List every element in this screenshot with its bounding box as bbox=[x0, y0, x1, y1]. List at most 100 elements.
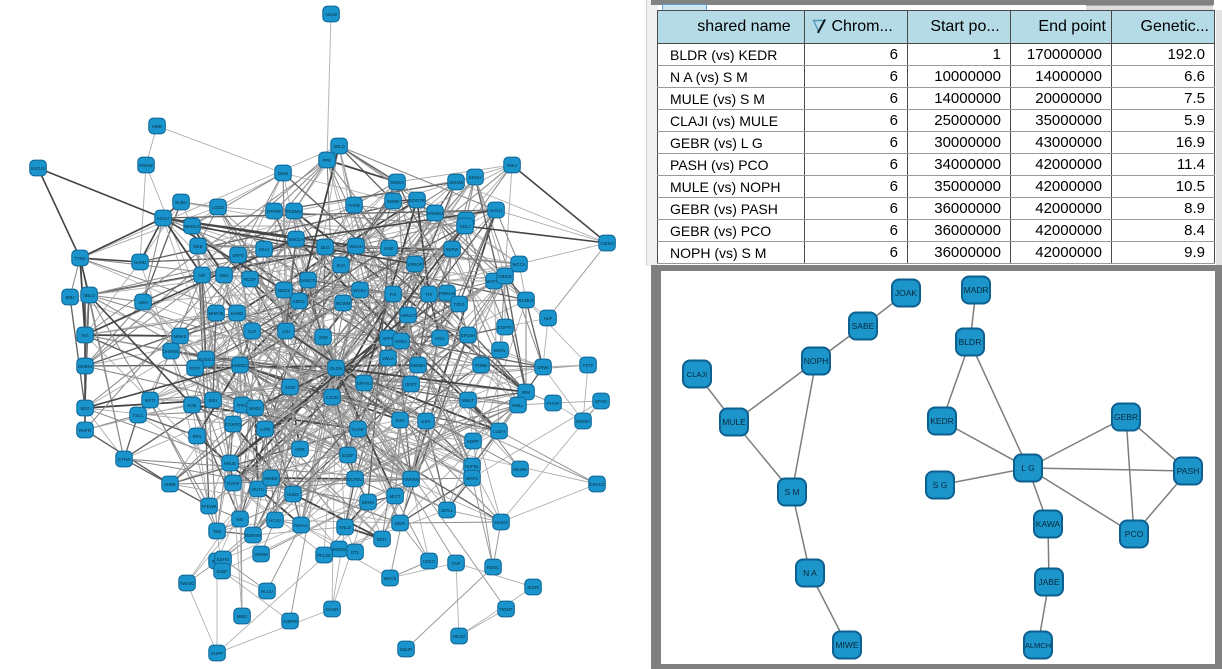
svg-text:FCFF: FCFF bbox=[190, 366, 201, 371]
svg-text:TPKL: TPKL bbox=[237, 403, 248, 408]
svg-text:WCCA: WCCA bbox=[512, 262, 525, 267]
svg-text:BRNH: BRNH bbox=[362, 500, 374, 505]
svg-text:SAWCG: SAWCG bbox=[300, 278, 317, 283]
svg-text:DMBNI: DMBNI bbox=[78, 364, 92, 369]
svg-text:ILEK: ILEK bbox=[421, 419, 430, 424]
svg-text:WKDLS: WKDLS bbox=[184, 224, 199, 229]
svg-text:BLDR: BLDR bbox=[959, 337, 982, 347]
svg-text:DGRM: DGRM bbox=[254, 552, 268, 557]
svg-text:KKLJ: KKLJ bbox=[259, 247, 269, 252]
svg-text:RIM: RIM bbox=[522, 390, 530, 395]
svg-text:WATTM: WATTM bbox=[486, 279, 502, 284]
svg-text:TSLC: TSLC bbox=[133, 413, 144, 418]
svg-text:EMSJ: EMSJ bbox=[395, 339, 406, 344]
svg-text:CIESG: CIESG bbox=[600, 241, 614, 246]
svg-text:KSUU: KSUU bbox=[157, 216, 169, 221]
svg-text:GBSIS: GBSIS bbox=[498, 274, 511, 279]
svg-text:UNCC: UNCC bbox=[423, 559, 435, 564]
svg-text:NTPRF: NTPRF bbox=[267, 209, 282, 214]
svg-text:HKOO: HKOO bbox=[453, 634, 466, 639]
svg-text:BGRL: BGRL bbox=[494, 348, 506, 353]
svg-text:RFN: RFN bbox=[193, 434, 202, 439]
svg-text:OHWWL: OHWWL bbox=[163, 349, 181, 354]
svg-text:HCIL: HCIL bbox=[435, 336, 445, 341]
svg-text:GEBR: GEBR bbox=[1114, 412, 1138, 422]
svg-text:DLO: DLO bbox=[321, 245, 330, 250]
svg-text:AKLW: AKLW bbox=[325, 12, 338, 17]
svg-text:MEB: MEB bbox=[193, 244, 202, 249]
svg-text:WHDJ: WHDJ bbox=[249, 406, 261, 411]
svg-text:N A: N A bbox=[803, 568, 817, 578]
svg-text:JKDRI: JKDRI bbox=[527, 585, 539, 590]
svg-text:TEB: TEB bbox=[213, 529, 221, 534]
svg-text:GIF: GIF bbox=[198, 273, 206, 278]
svg-text:KDPP: KDPP bbox=[467, 439, 479, 444]
svg-text:UMSSC: UMSSC bbox=[232, 363, 248, 368]
svg-text:DIUG: DIUG bbox=[278, 171, 289, 176]
svg-text:KOE: KOE bbox=[187, 403, 196, 408]
svg-text:PARB: PARB bbox=[348, 203, 360, 208]
svg-text:WAFC: WAFC bbox=[466, 476, 479, 481]
svg-text:CLR: CLR bbox=[248, 329, 257, 334]
svg-text:OAGR: OAGR bbox=[326, 607, 339, 612]
svg-text:CLAJI: CLAJI bbox=[687, 370, 707, 379]
svg-text:DMGO: DMGO bbox=[390, 180, 404, 185]
svg-text:NARD: NARD bbox=[134, 260, 146, 265]
svg-text:NDGS: NDGS bbox=[278, 288, 291, 293]
svg-text:GRACC: GRACC bbox=[589, 482, 605, 487]
svg-text:GDFT: GDFT bbox=[405, 382, 417, 387]
svg-text:SBLO: SBLO bbox=[83, 293, 95, 298]
svg-text:SNTL: SNTL bbox=[377, 537, 389, 542]
svg-text:URPS: URPS bbox=[232, 253, 244, 258]
svg-text:WCEA: WCEA bbox=[354, 288, 367, 293]
svg-text:TSTF: TSTF bbox=[583, 363, 594, 368]
svg-text:SDFW: SDFW bbox=[446, 247, 460, 252]
svg-text:NEI: NEI bbox=[236, 517, 243, 522]
svg-text:KRMNU: KRMNU bbox=[427, 211, 443, 216]
svg-text:SMCLH: SMCLH bbox=[288, 237, 303, 242]
svg-text:HNUE: HNUE bbox=[224, 461, 236, 466]
svg-text:GBUR: GBUR bbox=[400, 647, 412, 652]
svg-text:JWLA: JWLA bbox=[382, 356, 394, 361]
svg-text:KAWA: KAWA bbox=[1036, 519, 1061, 529]
svg-text:KBCC: KBCC bbox=[293, 299, 305, 304]
svg-text:MOWM: MOWM bbox=[336, 301, 351, 306]
svg-text:JOM: JOM bbox=[318, 335, 327, 340]
svg-text:NWTI: NWTI bbox=[395, 521, 406, 526]
svg-text:WUUH: WUUH bbox=[349, 244, 362, 249]
svg-text:JABE: JABE bbox=[1038, 577, 1060, 587]
svg-text:FURIF: FURIF bbox=[227, 481, 240, 486]
svg-text:WMLT: WMLT bbox=[462, 398, 475, 403]
svg-text:EDHO: EDHO bbox=[217, 557, 230, 562]
svg-text:HUF: HUF bbox=[544, 316, 553, 321]
svg-text:CJCID: CJCID bbox=[326, 395, 339, 400]
svg-text:NOPH: NOPH bbox=[804, 356, 829, 366]
svg-text:WUJ: WUJ bbox=[80, 406, 89, 411]
svg-text:SOW: SOW bbox=[285, 385, 296, 390]
svg-text:S G: S G bbox=[933, 480, 948, 490]
svg-text:PWELM: PWELM bbox=[439, 291, 455, 296]
svg-text:LODD: LODD bbox=[212, 205, 224, 210]
svg-text:WIGEF: WIGEF bbox=[576, 419, 590, 424]
svg-text:KDNB: KDNB bbox=[387, 199, 399, 204]
svg-text:SUBF: SUBF bbox=[216, 569, 228, 574]
svg-text:DCPEU: DCPEU bbox=[347, 477, 362, 482]
svg-text:SACUU: SACUU bbox=[30, 166, 45, 171]
svg-text:JSKSW: JSKSW bbox=[449, 180, 465, 185]
svg-text:PUAR: PUAR bbox=[547, 401, 559, 406]
svg-text:POBB: POBB bbox=[475, 363, 487, 368]
svg-text:LRROP: LRROP bbox=[408, 262, 423, 267]
svg-text:UJTE: UJTE bbox=[260, 427, 271, 432]
svg-text:SRLD: SRLD bbox=[333, 144, 344, 149]
svg-text:TAIF: TAIF bbox=[452, 561, 461, 566]
svg-text:USH: USH bbox=[138, 300, 147, 305]
svg-text:RDSC: RDSC bbox=[487, 565, 499, 570]
svg-text:DRWI: DRWI bbox=[537, 365, 548, 370]
svg-text:MLTT: MLTT bbox=[390, 494, 401, 499]
svg-text:RMLL: RMLL bbox=[512, 403, 524, 408]
svg-text:PASH: PASH bbox=[1177, 466, 1200, 476]
svg-text:HUGO: HUGO bbox=[495, 520, 509, 525]
svg-text:PFLSS: PFLSS bbox=[317, 553, 331, 558]
svg-text:WACE: WACE bbox=[384, 576, 397, 581]
svg-text:RDRAM: RDRAM bbox=[245, 533, 261, 538]
